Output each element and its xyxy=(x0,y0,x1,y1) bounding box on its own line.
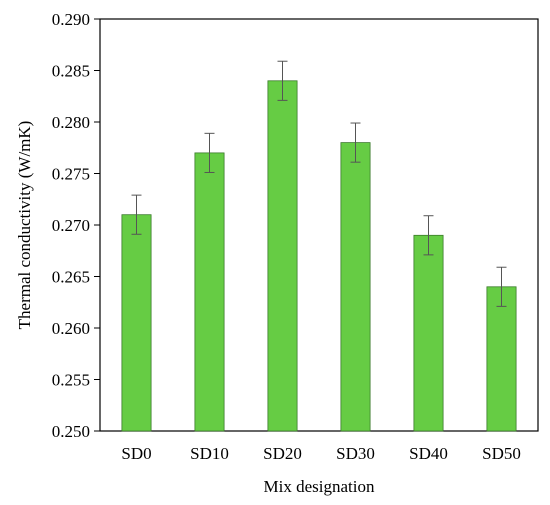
plot-frame xyxy=(99,18,539,432)
bar-sd50 xyxy=(486,286,517,432)
x-tick-label: SD30 xyxy=(336,444,375,463)
x-tick-label: SD0 xyxy=(121,444,151,463)
bar-sd40 xyxy=(413,234,444,432)
x-tick-label: SD50 xyxy=(482,444,521,463)
y-tick-label: 0.255 xyxy=(52,371,90,390)
y-tick-label: 0.250 xyxy=(52,422,90,441)
y-tick-label: 0.270 xyxy=(52,216,90,235)
y-axis-title: Thermal conductivity (W/mK) xyxy=(15,121,34,330)
y-tick-label: 0.285 xyxy=(52,62,90,81)
y-tick-label: 0.280 xyxy=(52,113,90,132)
bar-sd20 xyxy=(267,80,298,432)
x-tick-label: SD40 xyxy=(409,444,448,463)
y-axis: 0.250 0.255 0.260 0.265 0.270 0.275 0.280 0.285… xyxy=(52,10,100,441)
x-axis: SD0 SD10 SD20 SD30 SD40 SD50 xyxy=(121,444,520,463)
y-tick-label: 0.260 xyxy=(52,319,90,338)
y-tick-label: 0.275 xyxy=(52,165,90,184)
y-tick-label: 0.290 xyxy=(52,10,90,29)
x-axis-title: Mix designation xyxy=(264,477,375,496)
x-tick-label: SD10 xyxy=(190,444,229,463)
x-tick-label: SD20 xyxy=(263,444,302,463)
bar-sd0 xyxy=(121,214,152,432)
error-bars xyxy=(131,60,507,307)
bars xyxy=(121,80,517,432)
bar-sd30 xyxy=(340,142,371,432)
y-tick-label: 0.265 xyxy=(52,268,90,287)
bar-sd10 xyxy=(194,152,225,432)
